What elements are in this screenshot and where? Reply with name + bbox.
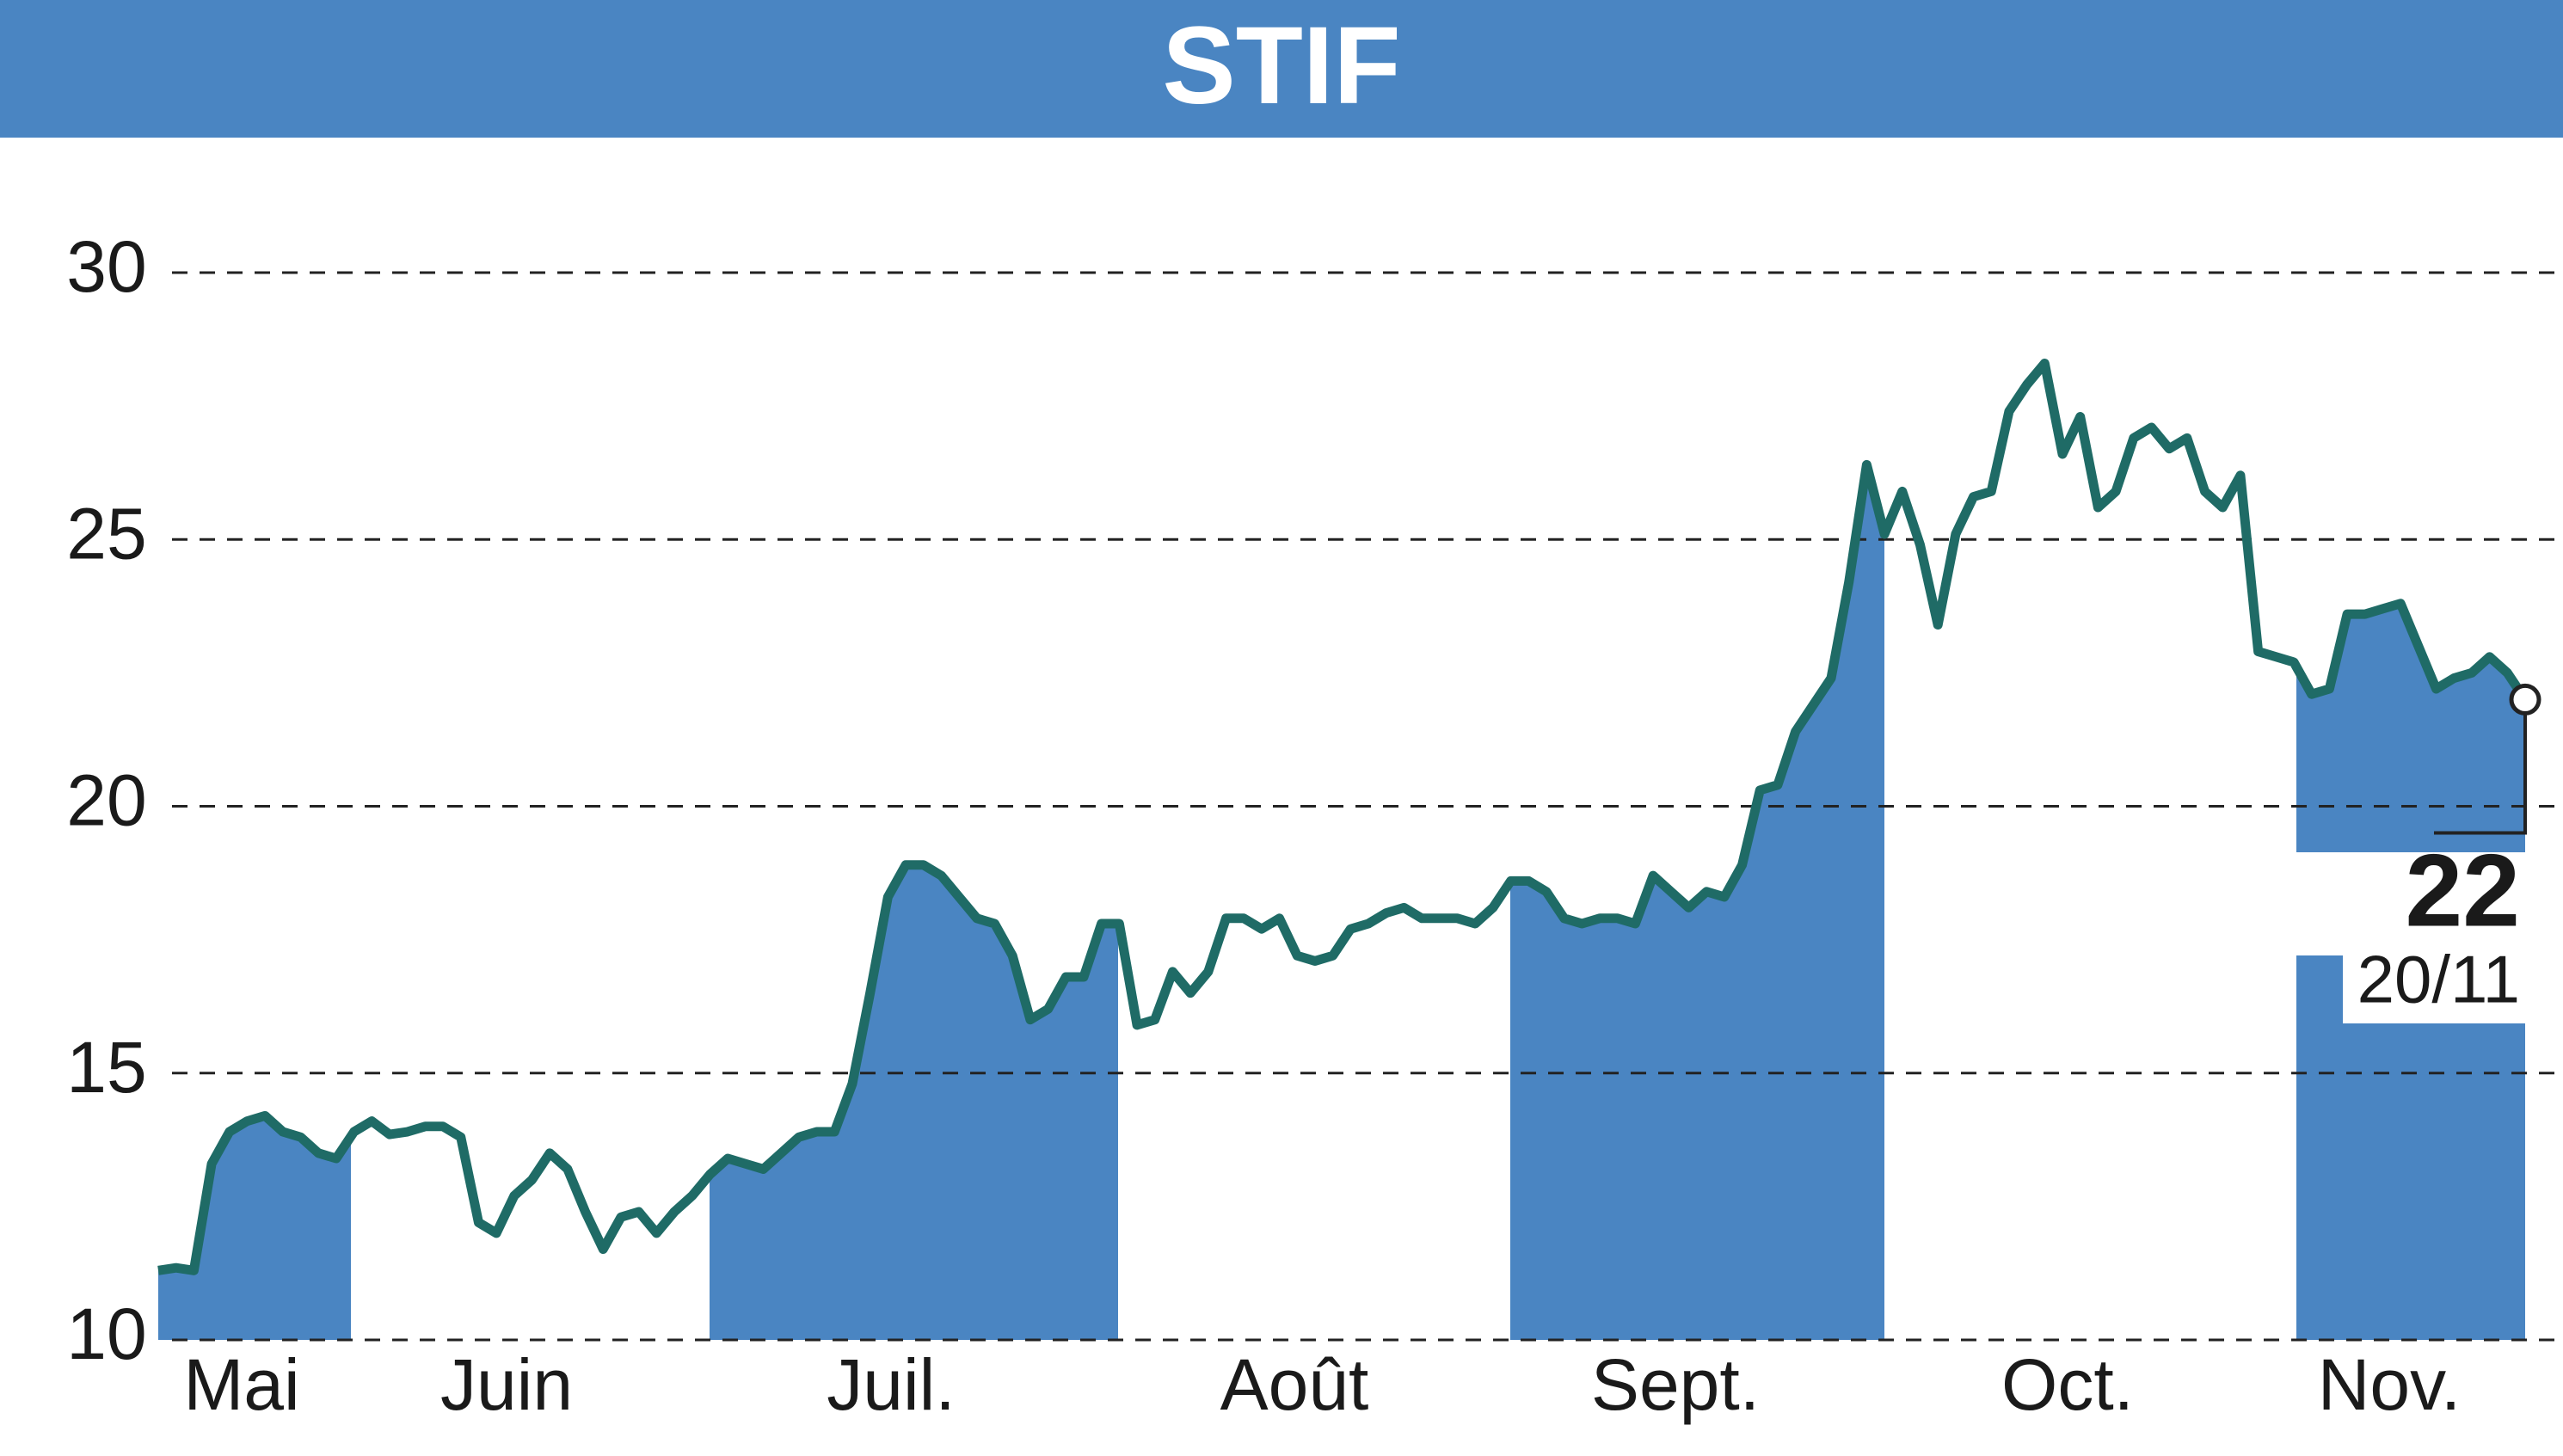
- grid: [172, 271, 2563, 1342]
- x-tick-label: Juin: [440, 1344, 573, 1425]
- y-tick-label: 15: [66, 1027, 146, 1108]
- y-tick-label: 10: [66, 1293, 146, 1374]
- last-point: [2509, 683, 2541, 716]
- last-date: 20/11: [2357, 942, 2520, 1017]
- y-tick-label: 25: [66, 493, 146, 574]
- chart-title: STIF: [1162, 4, 1400, 127]
- label-gap: [2296, 852, 2529, 955]
- label-gap: [2343, 946, 2529, 1023]
- leader: [2434, 699, 2527, 835]
- last-value: 22: [2406, 833, 2520, 949]
- price-line: [157, 358, 2529, 1275]
- x-tick-label: Sept.: [1591, 1344, 1760, 1425]
- header-bar: [0, 0, 2563, 138]
- x-tick-label: Oct.: [2001, 1344, 2134, 1425]
- x-tick-label: Juil.: [827, 1344, 955, 1425]
- x-tick-label: Nov.: [2318, 1344, 2461, 1425]
- y-tick-label: 30: [66, 226, 146, 307]
- x-tick-label: Mai: [183, 1344, 299, 1425]
- y-tick-label: 20: [66, 760, 146, 841]
- x-tick-label: Août: [1220, 1344, 1369, 1425]
